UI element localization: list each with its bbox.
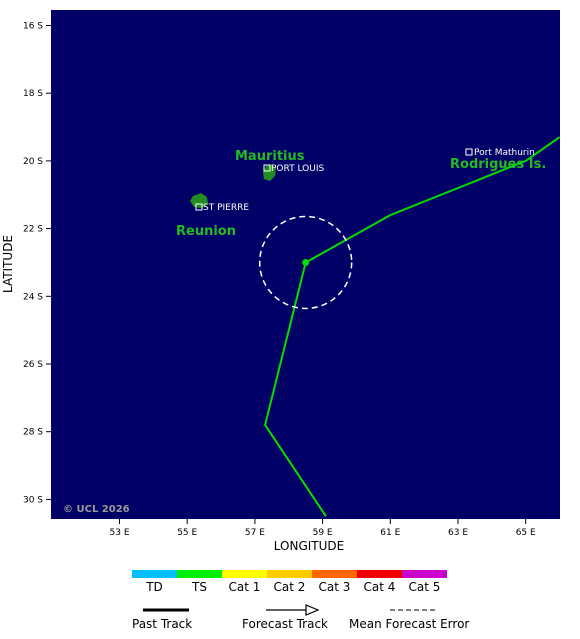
lat-tick-label: 16 S xyxy=(23,22,43,32)
y-axis-title: LATITUDE xyxy=(1,235,15,293)
legend-category-label: Cat 2 xyxy=(274,580,306,594)
forecast-track-legend-arrow xyxy=(305,604,320,616)
port-mathurin-marker xyxy=(465,148,473,156)
legend-swatch xyxy=(222,570,267,578)
legend-category-label: Cat 1 xyxy=(229,580,261,594)
mauritius-label: Mauritius xyxy=(235,149,305,164)
reunion-island xyxy=(190,193,208,208)
rodrigues-label: Rodrigues Is. xyxy=(450,157,546,172)
legend-category-label: Cat 5 xyxy=(409,580,441,594)
lat-tick-label: 24 S xyxy=(23,292,43,302)
port-louis-label: PORT LOUIS xyxy=(271,164,324,174)
storm-position-marker xyxy=(302,258,310,266)
mauritius-island xyxy=(263,164,276,181)
x-axis-title: LONGITUDE xyxy=(274,539,344,553)
lon-tick-label: 53 E xyxy=(110,528,130,538)
lat-tick-label: 20 S xyxy=(23,157,43,167)
lon-tick-label: 55 E xyxy=(177,528,197,538)
forecast-error-circle xyxy=(258,215,353,310)
legend-swatch xyxy=(357,570,402,578)
legend-category-label: Cat 4 xyxy=(364,580,396,594)
port-louis-marker xyxy=(263,164,271,172)
legend-swatch xyxy=(312,570,357,578)
lon-tick-label: 59 E xyxy=(313,528,333,538)
legend-swatch xyxy=(267,570,312,578)
legend-swatch xyxy=(177,570,222,578)
lon-tick-label: 57 E xyxy=(245,528,265,538)
latitude-axis: 16 S 18 S 20 S 22 S 24 S 26 S 28 S 30 S xyxy=(23,22,51,505)
lon-tick-label: 65 E xyxy=(516,528,536,538)
port-mathurin-label: Port Mathurin xyxy=(474,148,535,158)
intensity-legend: TD TS Cat 1 Cat 2 Cat 3 Cat 4 Cat 5 xyxy=(132,570,447,594)
legend-swatch xyxy=(132,570,177,578)
longitude-axis: 53 E 55 E 57 E 59 E 61 E 63 E 65 E xyxy=(110,519,536,538)
forecast-track-legend-label: Forecast Track xyxy=(242,617,328,631)
lat-tick-label: 26 S xyxy=(23,360,43,370)
lat-tick-label: 22 S xyxy=(23,225,43,235)
legend-category-label: TS xyxy=(191,580,207,594)
past-track-line xyxy=(264,262,327,517)
st-pierre-marker xyxy=(195,203,203,211)
lat-tick-label: 28 S xyxy=(23,428,43,438)
lat-tick-label: 30 S xyxy=(23,495,43,505)
legend-swatch xyxy=(402,570,447,578)
mean-error-legend-label: Mean Forecast Error xyxy=(349,617,469,631)
reunion-label: Reunion xyxy=(176,224,236,239)
lon-tick-label: 61 E xyxy=(380,528,400,538)
copyright-text: © UCL 2026 xyxy=(63,504,130,515)
lon-tick-label: 63 E xyxy=(448,528,468,538)
legend-category-label: Cat 3 xyxy=(319,580,351,594)
lat-tick-label: 18 S xyxy=(23,89,43,99)
st-pierre-label: ST PIERRE xyxy=(203,203,249,213)
legend-category-label: TD xyxy=(145,580,163,594)
past-track-legend-label: Past Track xyxy=(132,617,192,631)
forecast-track-line xyxy=(305,136,561,264)
